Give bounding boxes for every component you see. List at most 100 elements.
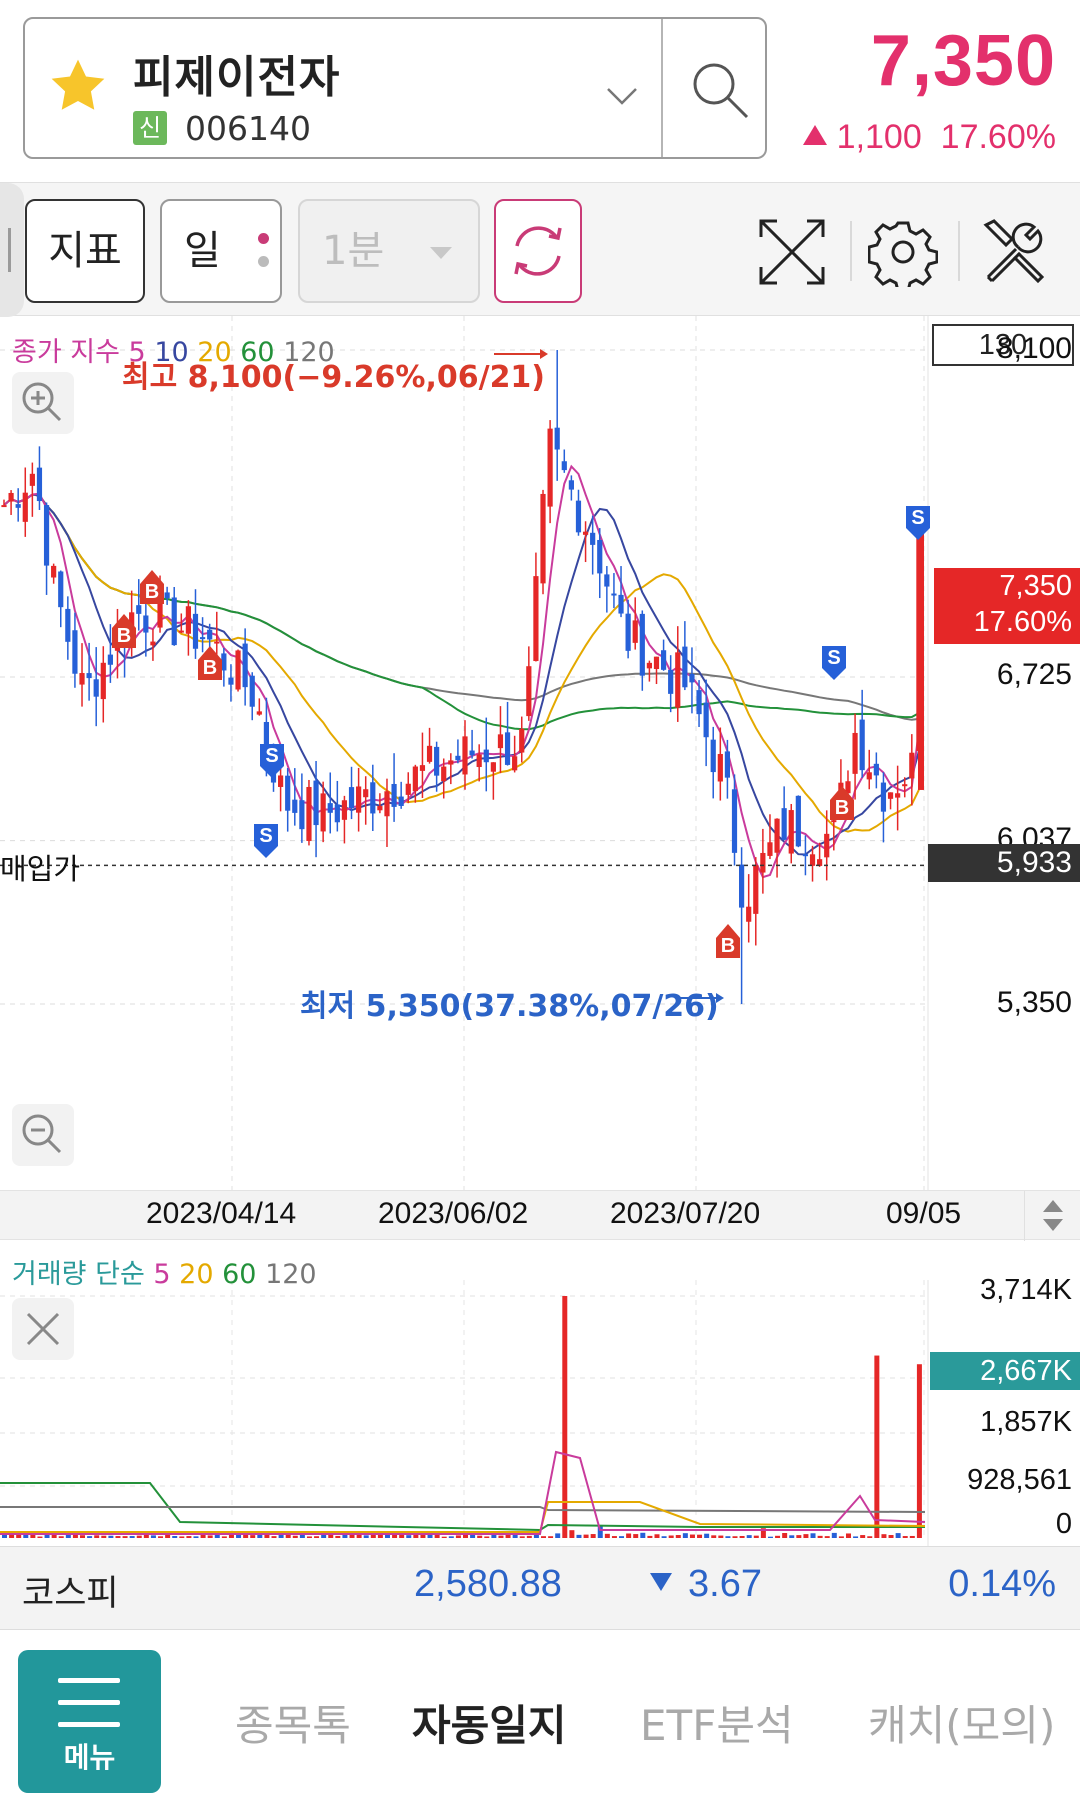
period-button[interactable]: 일 (160, 199, 282, 303)
low-price-annotation: 최저 5,350(37.38%,07/26) (300, 989, 719, 1024)
volume-bar (221, 1536, 227, 1538)
marker-shape (906, 506, 930, 540)
marker-letter: S (827, 647, 840, 669)
volume-bar (803, 1534, 809, 1538)
sell-marker: S (254, 824, 278, 858)
candle-body (561, 461, 567, 471)
candle-body (107, 654, 113, 665)
index-name: 코스피 (22, 1574, 119, 1614)
volume-bar (626, 1533, 632, 1538)
candle-body (590, 532, 596, 545)
volume-bar (633, 1534, 639, 1538)
marker-shape (716, 924, 740, 958)
tab-catch-mock[interactable]: 캐치(모의) (868, 1701, 1056, 1750)
high-price-annotation: 최고 8,100(−9.26%,06/21) (122, 360, 546, 395)
refresh-button[interactable] (494, 199, 582, 303)
close-volume-button[interactable] (12, 1298, 74, 1360)
volume-bar (384, 1533, 390, 1538)
menu-button[interactable]: 메뉴 (18, 1650, 161, 1793)
tab-auto-journal[interactable]: 자동일지 (412, 1701, 567, 1750)
volume-bar (562, 1296, 568, 1538)
candle-body (788, 810, 794, 854)
volume-bar (342, 1533, 348, 1538)
candle-body (767, 842, 773, 856)
volume-bar (732, 1536, 738, 1538)
marker-shape (254, 824, 278, 858)
candle-body (902, 784, 908, 787)
candle-body (696, 690, 702, 715)
volume-bar (775, 1535, 781, 1538)
tab-etf-analysis[interactable]: ETF분석 (640, 1701, 794, 1750)
volume-bar (72, 1534, 78, 1538)
volume-bar (725, 1536, 731, 1538)
volume-bar (193, 1536, 199, 1538)
change-rate: 17.60% (940, 118, 1056, 156)
volume-bar (136, 1535, 142, 1538)
volume-bars (0, 1280, 929, 1546)
volume-legend-ma5: 5 (153, 1259, 171, 1290)
minute-select[interactable]: 1분 (298, 199, 480, 303)
volume-bar (519, 1536, 525, 1538)
candle-body (1, 505, 7, 508)
favorite-star-icon[interactable] (47, 55, 109, 117)
volume-bar (257, 1534, 263, 1538)
volume-bar (30, 1534, 36, 1538)
chevron-down-icon[interactable] (605, 85, 639, 107)
marker-shape (830, 786, 854, 820)
tab-stock-talk[interactable]: 종목톡 (235, 1701, 351, 1750)
candle-body (65, 608, 71, 642)
volume-bar (888, 1535, 894, 1538)
volume-bar (108, 1535, 114, 1538)
volume-bar (250, 1535, 256, 1538)
volume-bar (711, 1535, 717, 1538)
candle-body (8, 492, 14, 502)
gear-icon[interactable] (868, 217, 938, 287)
candle-body (86, 673, 92, 679)
volume-bar (448, 1536, 454, 1538)
axis-scroll-handle[interactable] (1024, 1191, 1080, 1241)
zoom-out-button[interactable] (12, 1104, 74, 1166)
candle-body (327, 803, 333, 813)
volume-bar (377, 1534, 383, 1538)
volume-chart[interactable]: 거래량 단순 5 20 60 120 3,714K 1,857K 928,561… (0, 1240, 1080, 1546)
indicator-button[interactable]: 지표 (25, 199, 145, 303)
marker-letter: B (203, 657, 217, 679)
expand-icon[interactable] (757, 217, 827, 287)
volume-bar (328, 1534, 334, 1538)
candle-body (79, 673, 85, 685)
volume-bar (860, 1535, 866, 1538)
down-triangle-icon (650, 1573, 672, 1591)
volume-bar (909, 1535, 915, 1538)
volume-bar (597, 1524, 603, 1538)
volume-bar (44, 1533, 50, 1538)
side-drawer-handle[interactable] (0, 183, 24, 317)
volume-bar (704, 1533, 710, 1538)
candle-body (22, 492, 28, 522)
search-icon[interactable] (687, 57, 753, 123)
volume-bar (463, 1532, 468, 1538)
candle-body (668, 669, 674, 694)
candle-body (497, 734, 504, 749)
stock-name[interactable]: 피제이전자 (133, 52, 341, 103)
volume-bar (817, 1535, 823, 1538)
zoom-in-button[interactable] (12, 372, 74, 434)
marker-letter: S (911, 507, 924, 529)
candle-body (547, 428, 553, 507)
volume-bar (406, 1535, 412, 1538)
candle-count-box[interactable]: 130 (932, 324, 1074, 366)
volume-bar (881, 1534, 887, 1538)
volume-bar (150, 1535, 156, 1538)
candle-body (866, 772, 872, 780)
volume-bar (484, 1536, 490, 1538)
legend-ma120: 120 (283, 337, 335, 368)
volume-bar (477, 1535, 483, 1538)
stock-selector[interactable]: 피제이전자 신 006140 (23, 17, 767, 159)
market-index-bar[interactable]: 코스피 2,580.88 3.67 0.14% (0, 1546, 1080, 1630)
tools-icon[interactable] (978, 217, 1048, 287)
ma-line-5 (3, 464, 920, 879)
price-axis-label: 8,100 (996, 332, 1072, 365)
candle-body (320, 793, 326, 832)
legend-ma60: 60 (240, 337, 275, 368)
